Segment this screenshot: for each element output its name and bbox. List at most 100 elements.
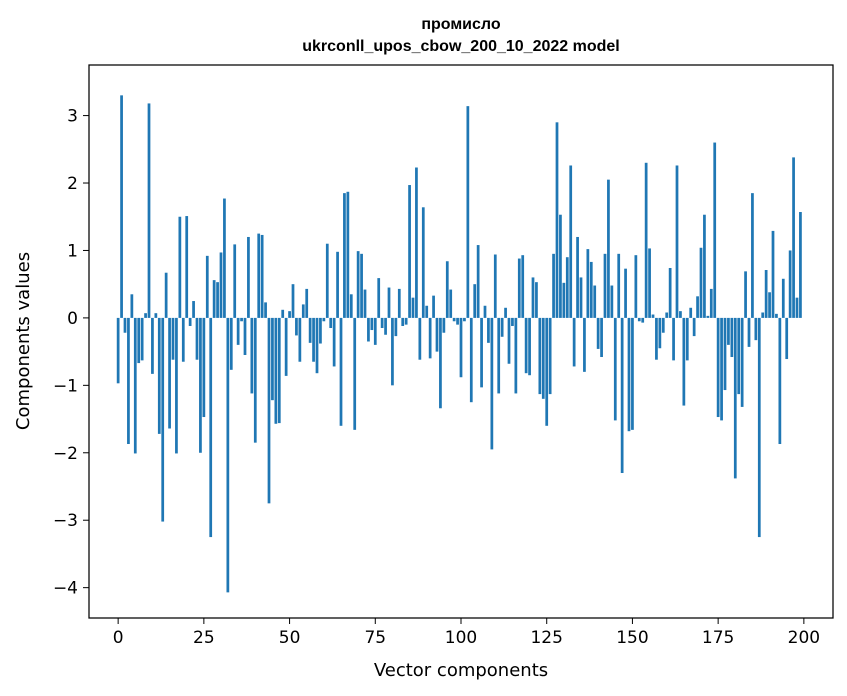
bar: [439, 317, 442, 409]
bar: [648, 248, 651, 318]
bar: [699, 247, 703, 318]
x-axis-ticks: 0 25 50 75 100 125 150 175 200: [113, 618, 820, 648]
x-tick-label: 0: [113, 628, 124, 648]
bar: [442, 317, 446, 333]
bar: [236, 317, 240, 345]
bar: [233, 244, 237, 318]
bar: [555, 122, 559, 318]
bar: [387, 287, 391, 318]
bar: [291, 284, 295, 318]
bar: [521, 255, 525, 318]
bar: [188, 317, 192, 326]
bar: [123, 317, 127, 333]
bar: [655, 317, 658, 360]
chart-title-line-2: ukrconll_upos_cbow_200_10_2022 model: [302, 38, 619, 55]
bar: [178, 216, 182, 318]
bar: [610, 285, 614, 318]
bar: [411, 297, 415, 318]
bar: [373, 317, 377, 345]
bar: [274, 317, 278, 424]
bar: [562, 282, 566, 318]
bar: [507, 317, 511, 364]
bar: [541, 317, 545, 399]
bar: [367, 317, 370, 342]
bar: [668, 267, 672, 318]
bar: [137, 317, 141, 364]
bar: [349, 294, 353, 318]
bar: [391, 317, 394, 386]
bar: [730, 317, 734, 358]
bar: [569, 165, 573, 318]
bar: [243, 317, 247, 355]
x-tick-label: 200: [788, 628, 820, 648]
bar: [195, 317, 199, 360]
bar: [466, 106, 470, 318]
bar: [497, 317, 501, 394]
bar: [432, 295, 435, 318]
bar: [727, 317, 730, 345]
bar: [641, 317, 645, 323]
y-axis-ticks: −4 −3 −2 −1 0 1 2 3: [53, 107, 89, 599]
bar: [500, 317, 504, 337]
bar: [672, 317, 675, 361]
bar: [761, 312, 765, 318]
bar: [363, 289, 367, 318]
bar: [435, 317, 439, 352]
bar: [637, 317, 641, 322]
bar: [181, 317, 185, 362]
x-tick-label: 100: [445, 628, 477, 648]
bar: [703, 214, 706, 318]
bar: [339, 317, 343, 426]
bar: [586, 249, 590, 318]
bar: [737, 317, 741, 395]
bar: [226, 317, 230, 593]
bar: [353, 317, 357, 430]
bar: [617, 253, 621, 318]
bar: [545, 317, 549, 426]
x-tick-label: 75: [364, 628, 386, 648]
bar: [325, 243, 329, 318]
bar: [480, 317, 483, 388]
bar: [370, 317, 374, 331]
bar: [538, 317, 542, 395]
bar: [713, 142, 717, 318]
bar: [607, 179, 610, 318]
bar: [336, 251, 339, 318]
bar: [469, 317, 473, 403]
plot-area-frame: [88, 64, 834, 619]
bar: [631, 317, 634, 430]
bar: [260, 234, 264, 318]
bar: [332, 317, 336, 367]
bar: [754, 317, 758, 341]
bar: [360, 253, 363, 318]
bar: [377, 278, 381, 318]
bar: [301, 304, 305, 318]
bar: [535, 282, 538, 318]
y-tick-label: 0: [67, 309, 78, 329]
bar: [401, 317, 405, 326]
bar: [157, 317, 161, 434]
y-tick-label: −4: [53, 579, 78, 599]
bar: [528, 317, 531, 376]
bar: [418, 317, 422, 360]
chart-title-line-1: промисло: [421, 16, 501, 33]
bar: [716, 317, 720, 418]
bar: [151, 317, 154, 374]
bar: [319, 317, 322, 344]
bar: [312, 317, 315, 362]
bar: [483, 305, 487, 318]
bar: [473, 284, 477, 318]
y-tick-label: −1: [53, 376, 78, 396]
bar: [781, 278, 785, 318]
bar: [281, 309, 285, 318]
bar: [298, 317, 302, 362]
bar: [775, 313, 778, 318]
bar: [747, 317, 751, 347]
bar: [147, 103, 151, 318]
bar: [764, 270, 768, 318]
bar: [658, 317, 662, 349]
bar: [384, 317, 387, 335]
bar: [552, 253, 555, 318]
bar: [356, 251, 360, 318]
bar: [240, 317, 243, 322]
